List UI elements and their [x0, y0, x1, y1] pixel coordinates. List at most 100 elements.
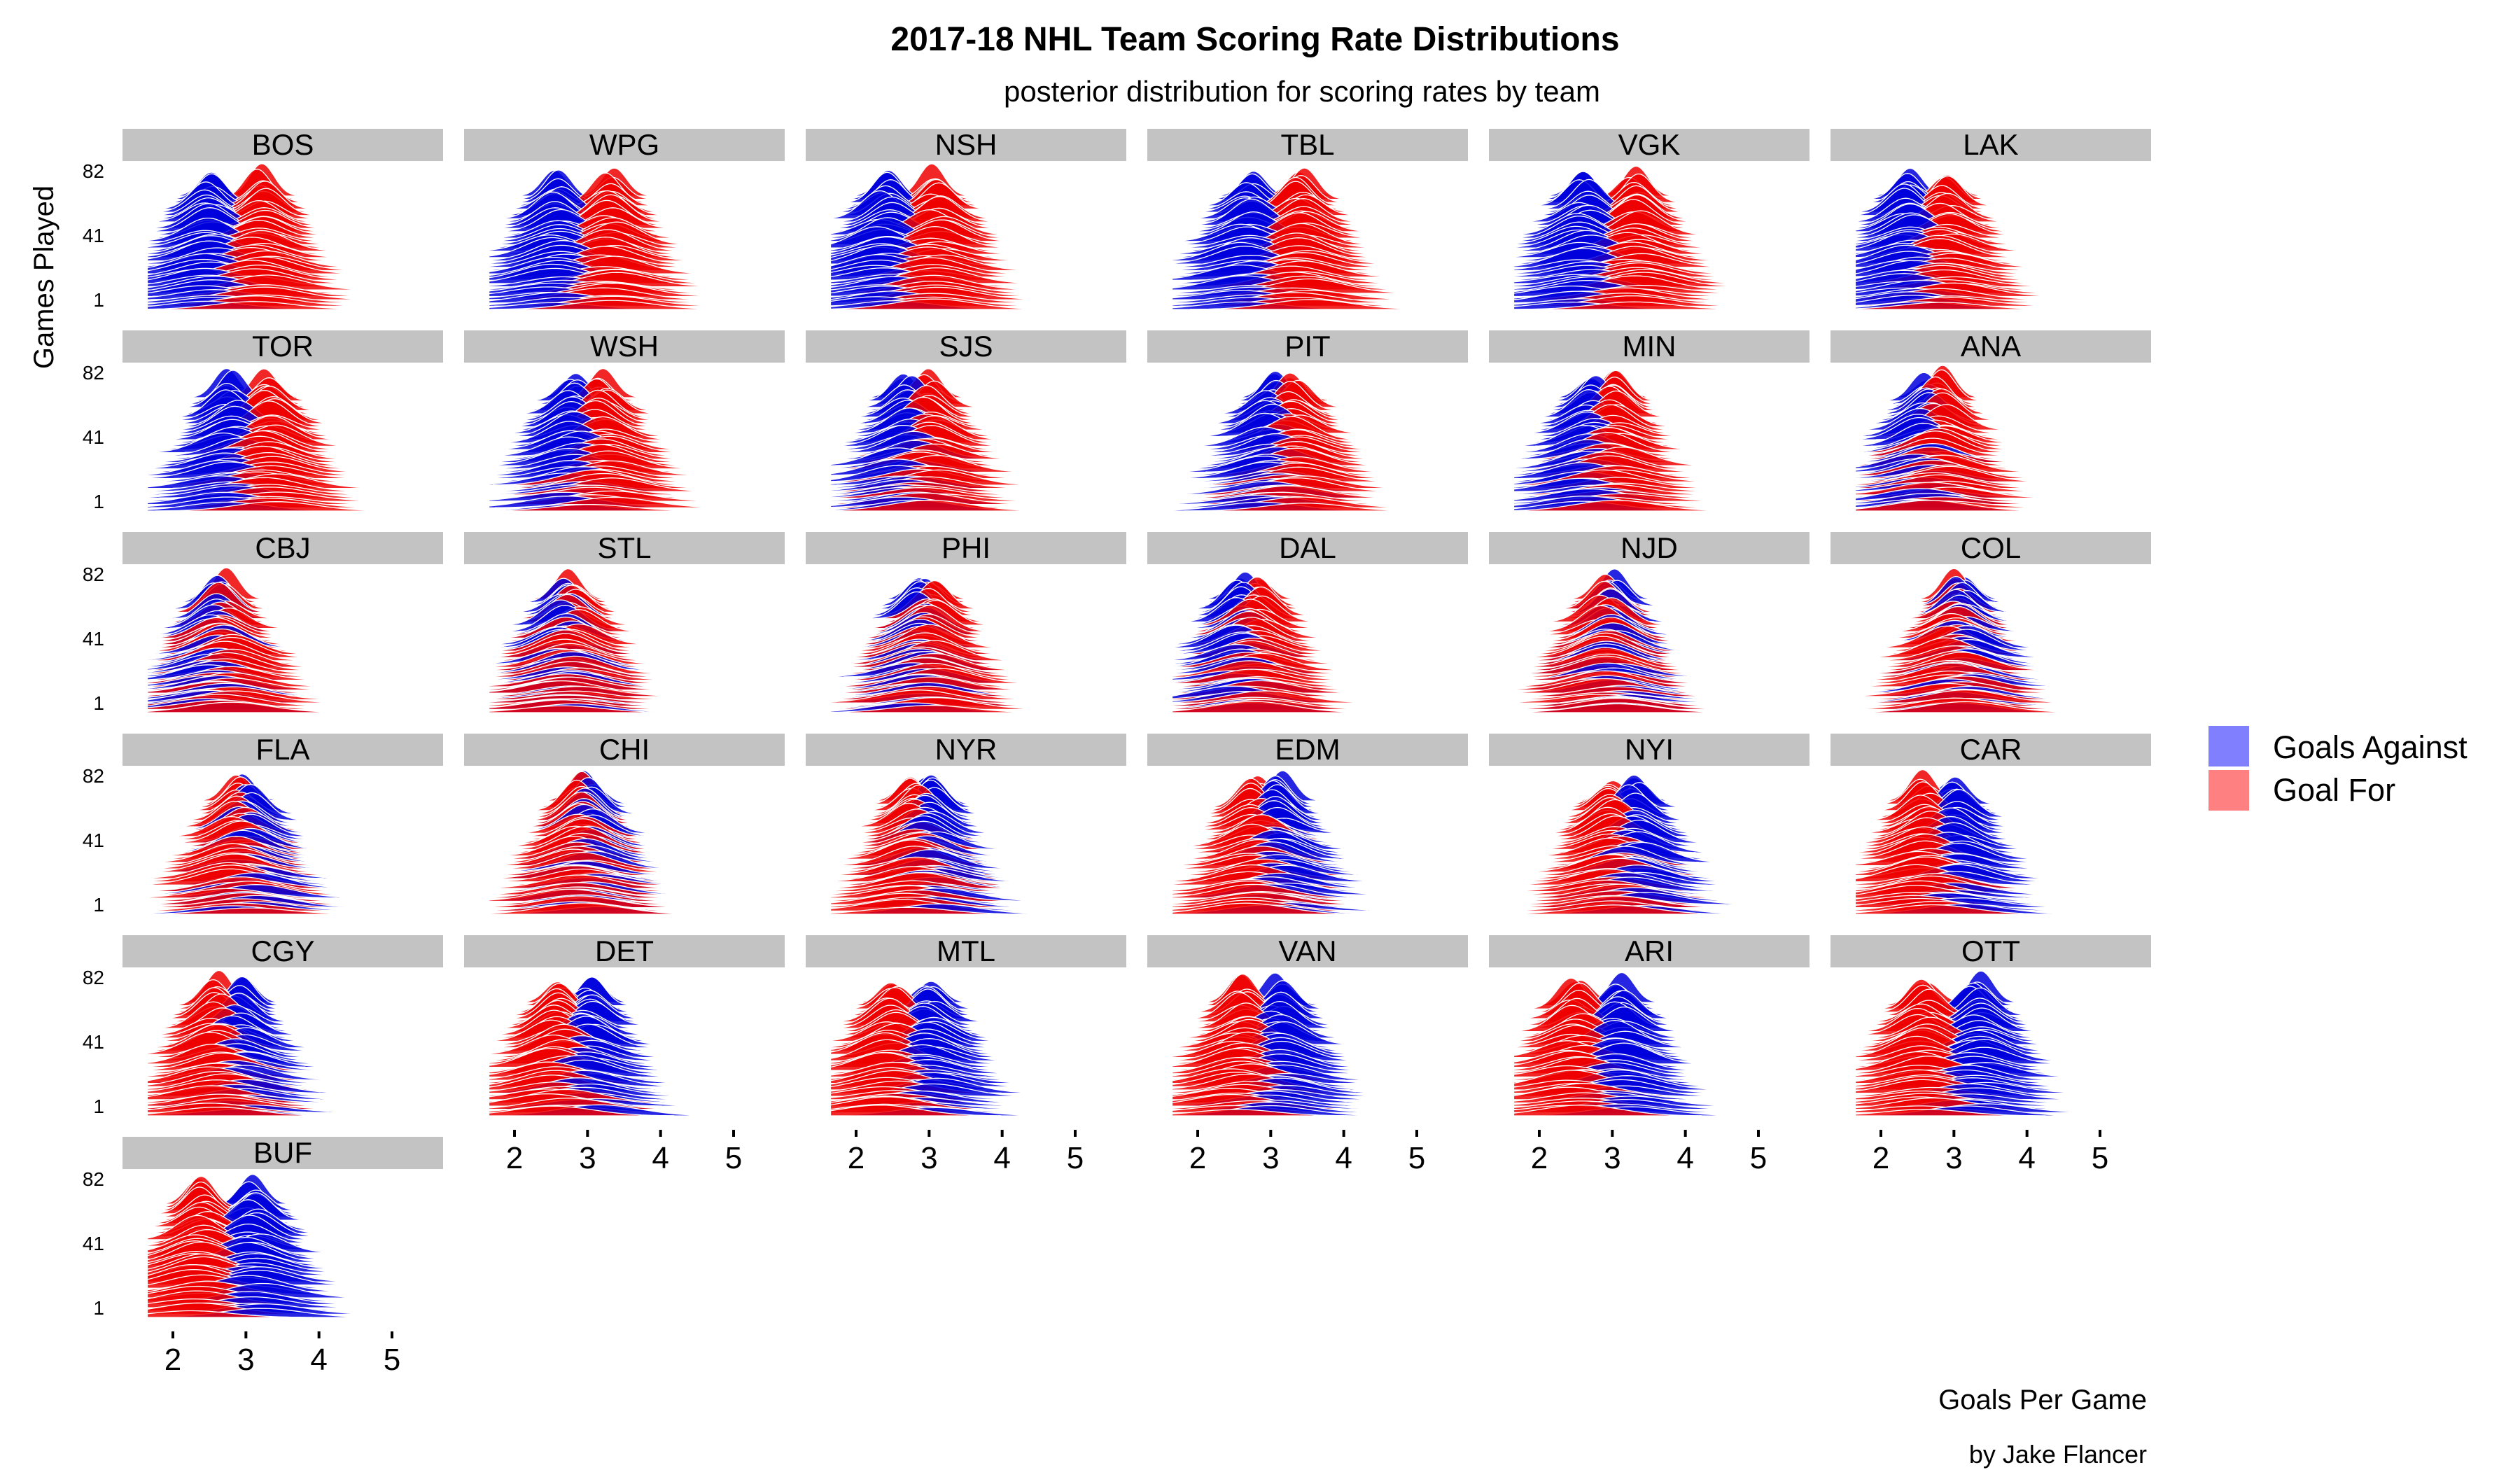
strip-mtl [806, 935, 1126, 967]
strip-nsh [806, 129, 1126, 161]
ridge-gf [830, 906, 1029, 915]
x-tick-label: 3 [1945, 1141, 1962, 1175]
strip-label: WPG [589, 128, 659, 161]
panel-ari: ARI 2 3 4 5 [1489, 934, 1809, 1175]
x-tick-label: 5 [1750, 1141, 1767, 1175]
panel-phi: PHI [806, 531, 1126, 713]
strip-label: CGY [251, 934, 314, 967]
panel-sjs: SJS [806, 330, 1126, 512]
ridges [1171, 972, 1393, 1116]
x-tick-label: 5 [725, 1141, 742, 1175]
strip-wsh [464, 330, 785, 363]
strip-label: FLA [255, 733, 309, 766]
strip-edm [1147, 734, 1468, 766]
x-tick-label: 3 [237, 1343, 254, 1377]
ridges [830, 774, 1060, 915]
ridge-gf [1513, 499, 1737, 512]
panel-tor: TOR 82 41 1 [83, 330, 443, 512]
panel-nyi: NYI [1489, 733, 1809, 915]
strip-chi [464, 734, 785, 766]
panel-pit: PIT [1147, 330, 1468, 512]
panel-col: COL [1830, 531, 2151, 713]
strip-min [1489, 330, 1809, 363]
y-tick-label: 82 [83, 160, 104, 182]
panel-mtl: MTL 2 3 4 5 [806, 934, 1126, 1175]
x-tick-label: 4 [652, 1141, 668, 1175]
x-tick-label: 4 [1335, 1141, 1352, 1175]
strip-cbj [122, 532, 443, 564]
strip-label: MIN [1623, 330, 1676, 363]
panel-tbl: TBL [1147, 128, 1468, 310]
ridge-gf [491, 300, 733, 310]
y-tick-label: 82 [83, 362, 104, 384]
strip-label: ARI [1625, 934, 1674, 967]
ridge-gf [1513, 703, 1739, 713]
panel-wpg: WPG [464, 128, 785, 310]
chart-subtitle: posterior distribution for scoring rates… [1004, 75, 1600, 108]
ridges [488, 976, 721, 1116]
strip-van [1147, 935, 1468, 967]
ridges [488, 167, 733, 310]
x-tick-label: 2 [1531, 1141, 1548, 1175]
strip-lak [1830, 129, 2151, 161]
y-tick-label: 1 [93, 1297, 104, 1319]
strip-ari [1489, 935, 1809, 967]
ridges [146, 567, 352, 713]
strip-label: OTT [1961, 934, 2020, 967]
ridge-gf [830, 499, 1051, 512]
panel-buf: BUF 82 41 1 2 3 4 5 [83, 1136, 443, 1377]
ridge-gf [830, 704, 1052, 713]
strip-label: VGK [1618, 128, 1681, 161]
ridge-gf [830, 872, 1022, 889]
x-tick-label: 5 [2092, 1141, 2108, 1175]
y-tick-label: 1 [93, 1096, 104, 1117]
ridge-gf [155, 501, 398, 512]
x-axis-title: Goals Per Game [1938, 1385, 2147, 1415]
ridge-gf [1171, 701, 1374, 713]
y-tick-label: 41 [83, 628, 104, 650]
y-tick-label: 41 [83, 1233, 104, 1254]
strip-label: PHI [941, 531, 990, 564]
chart-title: 2017-18 NHL Team Scoring Rate Distributi… [890, 21, 1619, 58]
ridge-gf [1854, 1109, 2046, 1116]
ridge-gf [1854, 701, 2087, 713]
ridges [1171, 167, 1432, 310]
ridge-gf [146, 1085, 321, 1100]
strip-label: BOS [252, 128, 314, 161]
caption: by Jake Flancer [1969, 1440, 2147, 1469]
strip-stl [464, 532, 785, 564]
y-tick-label: 1 [93, 491, 104, 512]
ridge-gf [830, 298, 1056, 310]
strip-label: CHI [599, 733, 650, 766]
panel-nyr: NYR [806, 733, 1126, 915]
ridge-gf [830, 1105, 1002, 1116]
x-tick-label: 5 [1408, 1141, 1425, 1175]
strip-pit [1147, 330, 1468, 363]
y-tick-label: 41 [83, 1031, 104, 1053]
panel-ana: ANA [1830, 330, 2151, 512]
y-tick-label: 1 [93, 894, 104, 916]
ridge-gf [1854, 690, 2079, 704]
ridge-gf [488, 902, 704, 915]
y-axis-title: Games Played [29, 186, 59, 369]
ridge-gf [146, 301, 375, 310]
panel-chi: CHI [464, 733, 785, 915]
x-tick-label: 5 [1067, 1141, 1084, 1175]
panel-edm: EDM [1147, 733, 1468, 915]
ridges [1513, 972, 1751, 1116]
y-tick-label: 82 [83, 1168, 104, 1190]
panel-fla: FLA 82 41 1 [83, 733, 443, 916]
panel-cbj: CBJ 82 41 1 [83, 531, 443, 714]
strip-label: CAR [1960, 733, 2022, 766]
strip-label: NYI [1625, 733, 1674, 766]
y-tick-label: 41 [83, 225, 104, 246]
panel-stl: STL [464, 531, 785, 713]
panel-vgk: VGK [1489, 128, 1809, 310]
strip-label: TOR [252, 330, 314, 363]
y-tick-label: 41 [83, 830, 104, 851]
strip-label: PIT [1284, 330, 1330, 363]
strip-nyr [806, 734, 1126, 766]
ridges [488, 770, 721, 915]
